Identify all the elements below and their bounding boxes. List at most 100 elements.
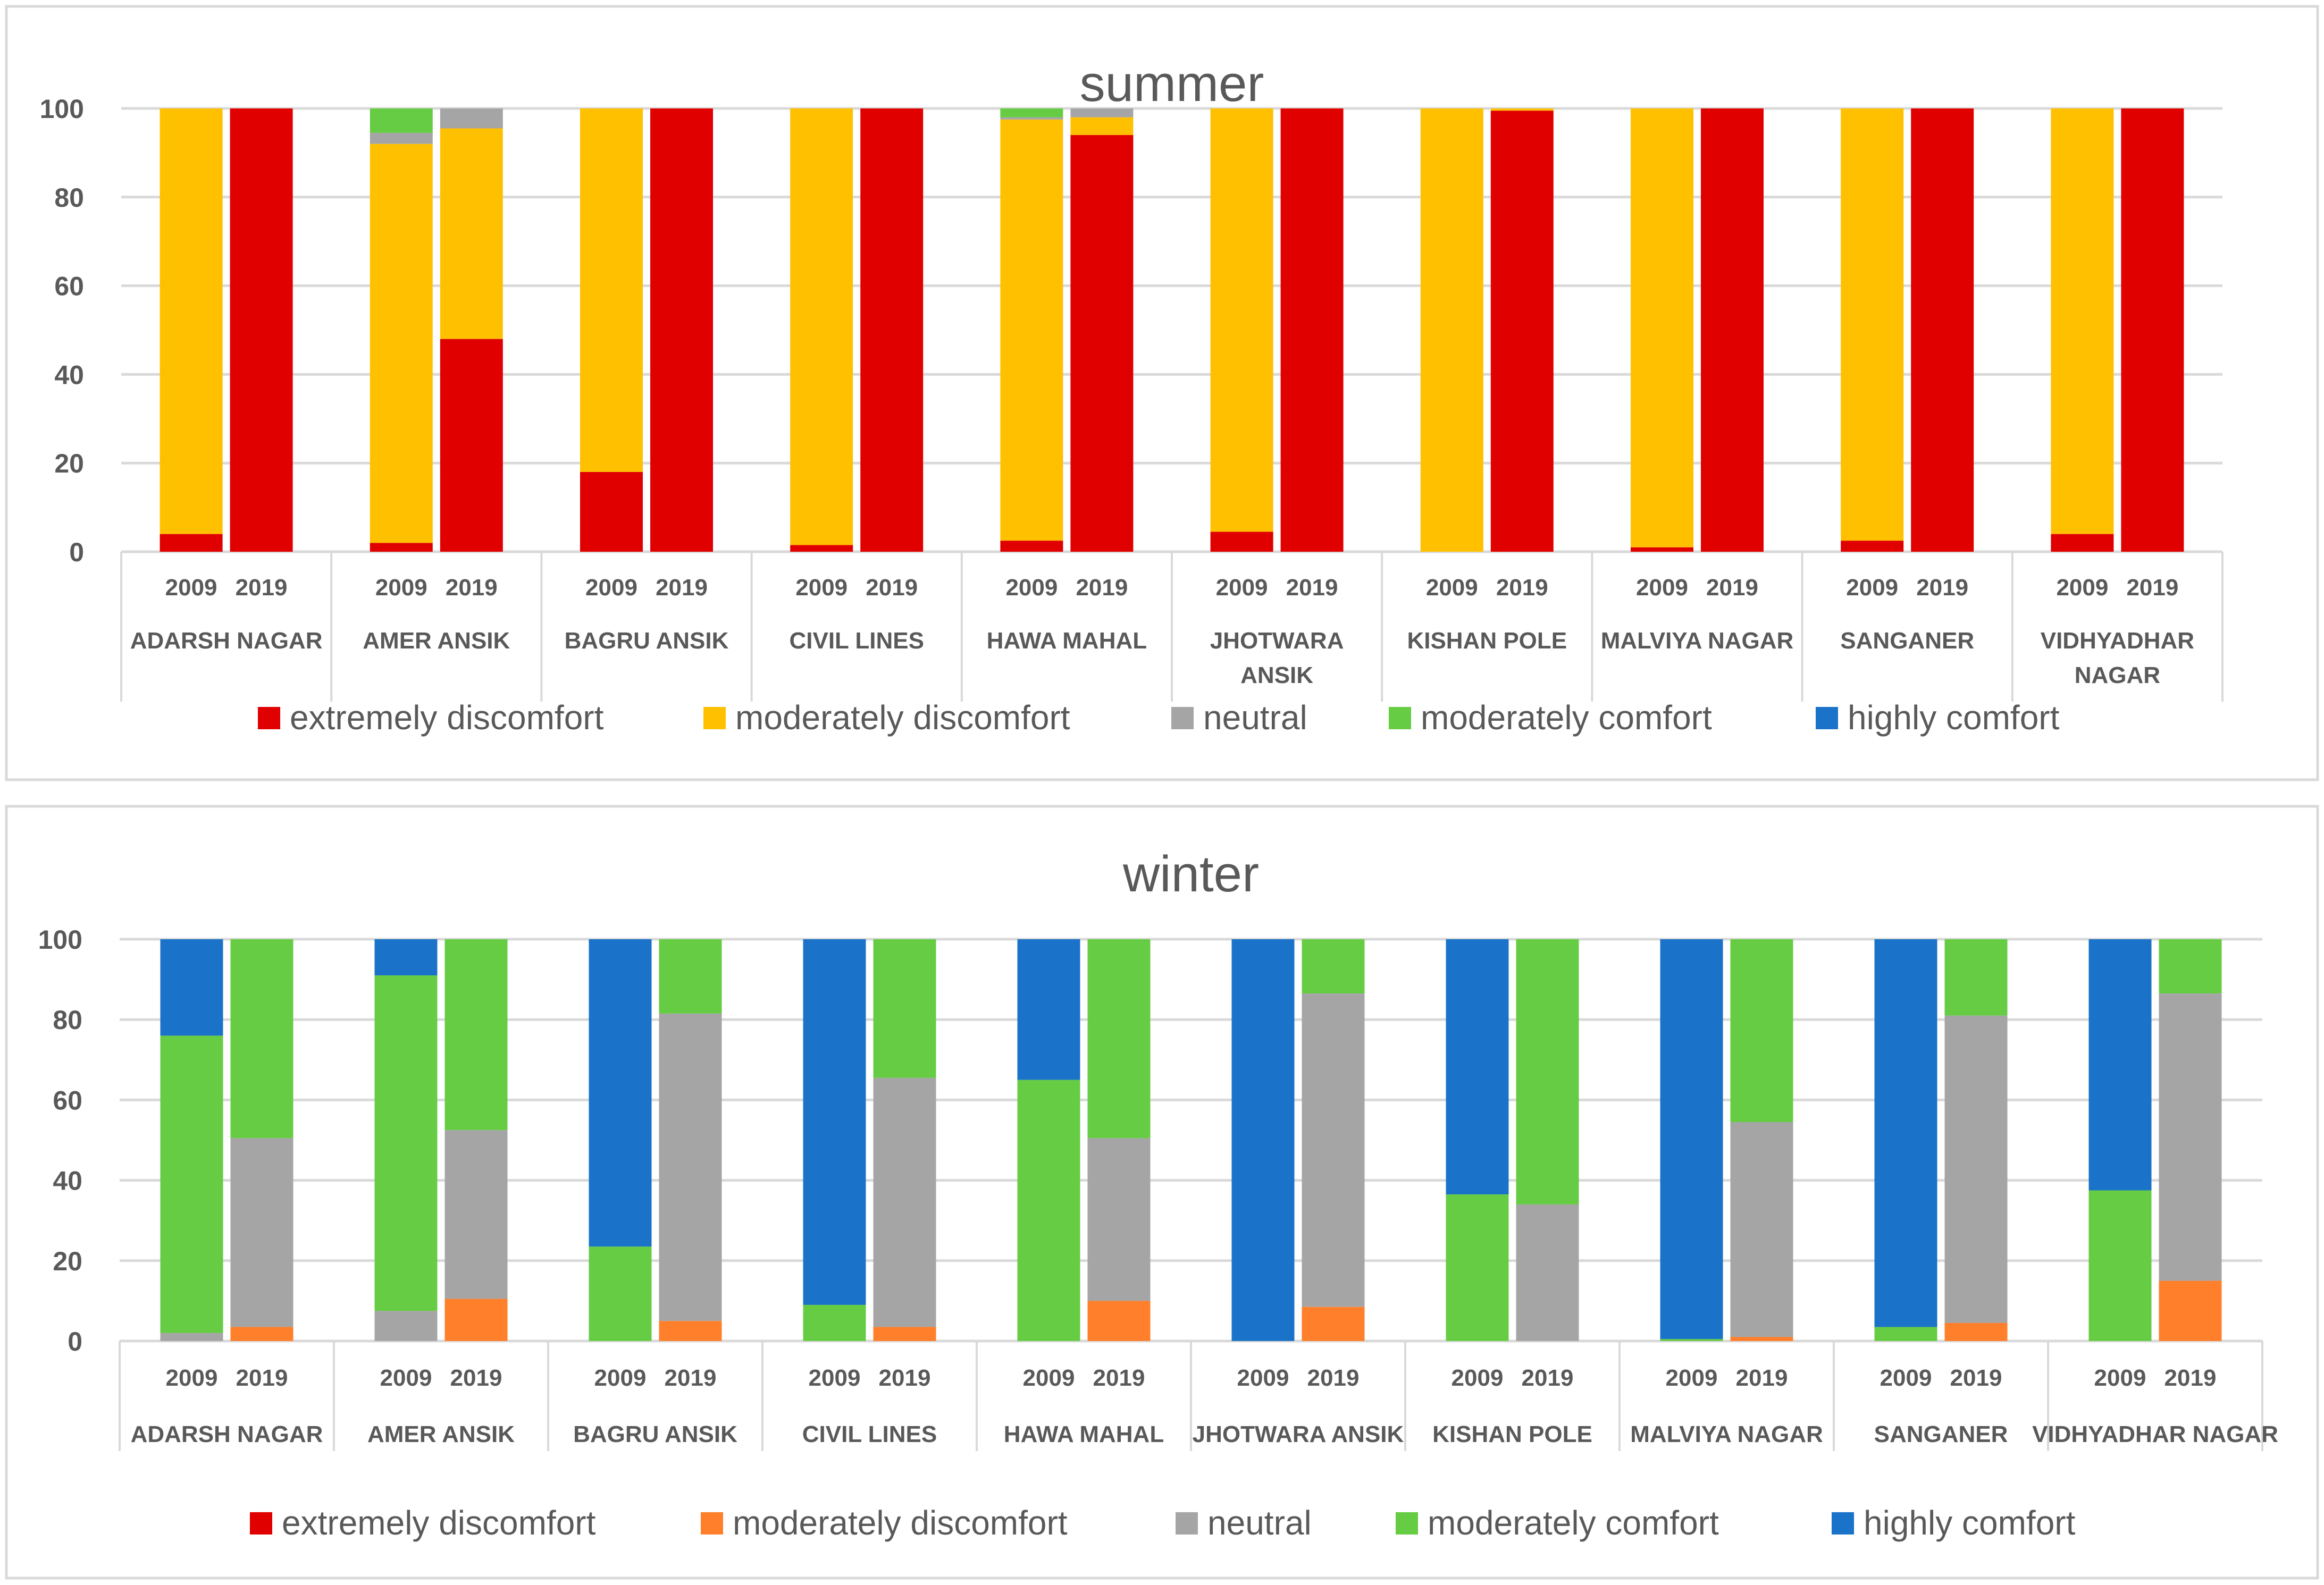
winter-x-year-label: 2019	[1093, 1365, 1145, 1391]
winter-bar-amer-ansik-2009-moderately-comfort	[374, 975, 438, 1311]
summer-legend-swatch-extremely-discomfort	[258, 707, 280, 729]
winter-x-category-label: BAGRU ANSIK	[573, 1421, 737, 1447]
winter-bar-civil-lines-2009-moderately-comfort	[803, 1304, 866, 1341]
summer-x-year-label: 2019	[1916, 575, 1968, 601]
winter-y-tick-label: 100	[38, 925, 82, 955]
winter-y-tick-label: 60	[53, 1085, 82, 1115]
summer-bar-amer-ansik-2019-moderately-discomfort	[440, 128, 503, 339]
winter-bar-malviya-nagar-2019-neutral	[1730, 1122, 1793, 1337]
winter-x-year-label: 2009	[166, 1365, 218, 1391]
summer-x-year-label: 2019	[1286, 575, 1338, 601]
winter-legend-swatch-moderately-comfort	[1396, 1512, 1418, 1535]
winter-bar-vidhyadhar-nagar-2019-moderately-discomfort	[2159, 1280, 2222, 1341]
summer-legend-label-neutral: neutral	[1203, 698, 1307, 737]
winter-bar-hawa-mahal-2019-neutral	[1087, 1138, 1151, 1301]
winter-bar-amer-ansik-2019-neutral	[444, 1130, 508, 1299]
winter-bar-kishan-pole-2019-moderately-comfort	[1516, 939, 1579, 1204]
winter-bar-civil-lines-2019-moderately-comfort	[873, 939, 936, 1078]
summer-x-category-label: MALVIYA NAGAR	[1601, 628, 1794, 654]
summer-legend-label-moderately-discomfort: moderately discomfort	[735, 698, 1070, 737]
winter-bar-amer-ansik-2009-highly-comfort	[374, 939, 438, 976]
summer-bar-hawa-mahal-2009-neutral	[1000, 117, 1063, 120]
winter-x-year-label: 2019	[450, 1365, 502, 1391]
summer-x-category-label: VIDHYADHAR NAGAR	[2041, 628, 2194, 688]
summer-x-year-label: 2019	[866, 575, 918, 601]
summer-bar-malviya-nagar-2009-extremely-discomfort	[1631, 547, 1693, 552]
summer-x-category-label: JHOTWARA ANSIK	[1210, 628, 1344, 688]
summer-bar-kishan-pole-2009-moderately-discomfort	[1420, 108, 1483, 552]
summer-x-year-label: 2019	[1076, 575, 1128, 601]
winter-x-year-label: 2009	[1666, 1365, 1718, 1391]
summer-x-year-label: 2009	[1216, 575, 1268, 601]
summer-chart: summer 0 20 40 60 80 100 2009 2019 ADARSH NAGAR 20…	[5, 5, 2319, 781]
winter-bar-bagru-ansik-2009-highly-comfort	[589, 939, 652, 1247]
winter-bar-bagru-ansik-2019-neutral	[659, 1013, 722, 1321]
winter-x-year-label: 2009	[1880, 1365, 1932, 1391]
summer-y-tick-label: 60	[54, 272, 84, 301]
winter-x-category-label: AMER ANSIK	[367, 1421, 515, 1447]
winter-x-year-label: 2009	[1452, 1365, 1504, 1391]
summer-bar-hawa-mahal-2019-moderately-discomfort	[1070, 117, 1134, 136]
winter-x-category-label: KISHAN POLE	[1432, 1421, 1592, 1447]
summer-bar-hawa-mahal-2019-neutral	[1070, 108, 1134, 117]
summer-x-year-label: 2019	[656, 575, 708, 601]
winter-bar-bagru-ansik-2019-moderately-discomfort	[659, 1321, 722, 1341]
winter-x-category-label: ADARSH NAGAR	[131, 1421, 323, 1447]
summer-x-category-label: KISHAN POLE	[1407, 628, 1567, 654]
winter-x-category-label: MALVIYA NAGAR	[1630, 1421, 1823, 1447]
winter-bar-vidhyadhar-nagar-2019-neutral	[2159, 993, 2222, 1281]
winter-bar-hawa-mahal-2019-moderately-comfort	[1087, 939, 1151, 1139]
summer-x-year-label: 2009	[1846, 575, 1898, 601]
winter-x-category-label: HAWA MAHAL	[1004, 1421, 1164, 1447]
winter-chart: winter 0 20 40 60 80 100 2009 2019 ADARSH NAGAR 20…	[5, 805, 2319, 1580]
winter-x-year-label: 2009	[594, 1365, 647, 1391]
winter-bar-jhotwara-ansik-2009-highly-comfort	[1231, 939, 1295, 1341]
summer-bar-bagru-ansik-2019-extremely-discomfort	[650, 108, 713, 552]
summer-x-category-label: BAGRU ANSIK	[565, 628, 729, 654]
summer-legend-label-extremely-discomfort: extremely discomfort	[290, 698, 604, 737]
winter-bar-vidhyadhar-nagar-2009-highly-comfort	[2088, 939, 2152, 1191]
winter-bar-civil-lines-2009-highly-comfort	[803, 939, 866, 1305]
winter-chart-panel: winter 0 20 40 60 80 100 2009 2019 ADARSH NAGAR 20…	[0, 800, 2324, 1585]
winter-legend-swatch-extremely-discomfort	[250, 1512, 272, 1535]
winter-bar-adarsh-nagar-2009-neutral	[160, 1333, 223, 1341]
summer-x-category-label: HAWA MAHAL	[987, 628, 1147, 654]
summer-x-year-label: 2009	[1426, 575, 1478, 601]
summer-x-category-label: CIVIL LINES	[789, 628, 924, 654]
summer-x-category-label: ADARSH NAGAR	[130, 628, 323, 654]
winter-bar-adarsh-nagar-2019-moderately-comfort	[230, 939, 293, 1139]
winter-x-category-label: CIVIL LINES	[802, 1421, 937, 1447]
winter-y-tick-label: 40	[53, 1166, 82, 1196]
summer-bar-hawa-mahal-2009-moderately-discomfort	[1000, 119, 1063, 541]
winter-bar-jhotwara-ansik-2019-moderately-comfort	[1302, 939, 1365, 994]
summer-bar-civil-lines-2009-extremely-discomfort	[790, 545, 853, 552]
winter-bar-adarsh-nagar-2019-neutral	[230, 1138, 293, 1327]
winter-legend-label-highly-comfort: highly comfort	[1864, 1504, 2076, 1542]
summer-chart-title: summer	[1080, 55, 1264, 112]
winter-x-year-label: 2019	[879, 1365, 931, 1391]
summer-bar-amer-ansik-2009-neutral	[370, 132, 433, 144]
summer-x-year-label: 2019	[1706, 575, 1758, 601]
summer-legend-swatch-moderately-comfort	[1389, 707, 1411, 729]
summer-x-year-label: 2019	[236, 575, 288, 601]
winter-bar-amer-ansik-2019-moderately-discomfort	[444, 1299, 508, 1341]
winter-bar-malviya-nagar-2009-moderately-comfort	[1660, 1339, 1723, 1341]
summer-y-tick-label: 20	[54, 449, 84, 478]
summer-x-year-label: 2009	[1005, 575, 1058, 601]
summer-x-year-label: 2009	[585, 575, 637, 601]
summer-bar-amer-ansik-2019-neutral	[440, 108, 503, 129]
summer-bar-bagru-ansik-2009-moderately-discomfort	[580, 108, 643, 472]
summer-bar-amer-ansik-2009-moderately-discomfort	[370, 144, 433, 543]
winter-bar-kishan-pole-2009-moderately-comfort	[1446, 1194, 1509, 1341]
summer-x-year-label: 2019	[1496, 575, 1548, 601]
summer-bar-vidhyadhar-nagar-2009-extremely-discomfort	[2051, 534, 2114, 552]
winter-x-year-label: 2019	[236, 1365, 288, 1391]
winter-x-year-label: 2019	[1522, 1365, 1574, 1391]
summer-x-year-label: 2009	[1636, 575, 1688, 601]
winter-x-year-label: 2019	[665, 1365, 717, 1391]
summer-bar-bagru-ansik-2009-extremely-discomfort	[580, 471, 643, 552]
summer-bar-jhotwara-ansik-2009-extremely-discomfort	[1210, 532, 1273, 552]
winter-y-tick-label: 0	[68, 1327, 82, 1356]
winter-bar-hawa-mahal-2019-moderately-discomfort	[1087, 1301, 1151, 1341]
winter-bar-bagru-ansik-2019-moderately-comfort	[659, 939, 722, 1014]
